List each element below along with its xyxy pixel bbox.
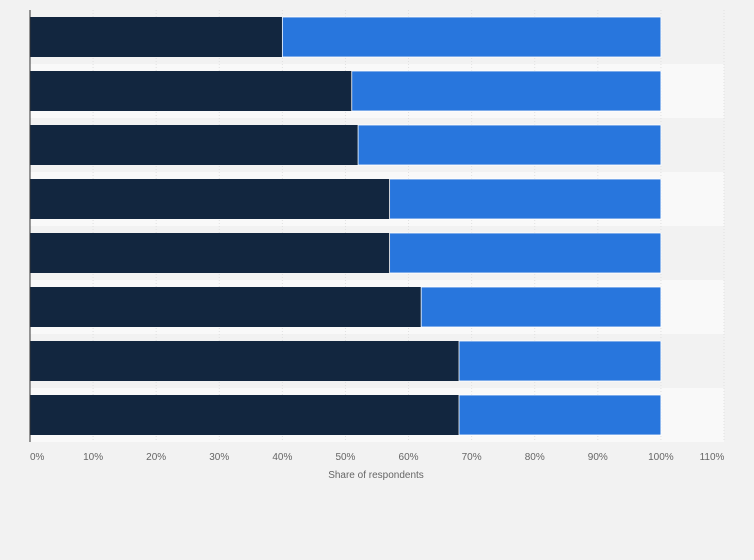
x-tick-label: 10% [83,452,103,463]
bar-segment-series-2 [281,16,662,58]
bar-segment-series-2 [420,286,662,328]
bar-segment-series-1 [30,125,359,165]
x-tick-label: 40% [272,452,292,463]
bar-segment-series-1 [30,233,390,273]
x-tick-label: 60% [399,452,419,463]
x-tick-label: 0% [30,452,45,463]
x-tick-label: 30% [209,452,229,463]
x-tick-label: 70% [462,452,482,463]
x-tick-label: 110% [700,452,725,463]
x-tick-label: 80% [525,452,545,463]
bar-segment-series-2 [458,394,662,436]
x-axis-tick-labels: 0% 10% 20% 30% 40% 50% 60% 70% 80% 90% 100% 110% [30,452,725,463]
bar-segment-series-1 [30,341,460,381]
bar-segment-series-2 [389,232,662,274]
bar-segment-series-1 [30,71,352,111]
bar-segment-series-2 [389,178,662,220]
bar-segment-series-1 [30,395,460,435]
bar-segment-series-2 [351,70,662,112]
x-tick-label: 20% [146,452,166,463]
bars [30,16,662,436]
bar-segment-series-1 [30,179,390,219]
bar-segment-series-2 [458,340,662,382]
bar-segment-series-2 [357,124,662,166]
bar-segment-series-1 [30,287,422,327]
x-tick-label: 100% [648,452,674,463]
bar-segment-series-1 [30,17,283,57]
x-axis-title: Share of respondents [328,470,424,481]
x-tick-label: 50% [335,452,355,463]
x-tick-label: 90% [588,452,608,463]
